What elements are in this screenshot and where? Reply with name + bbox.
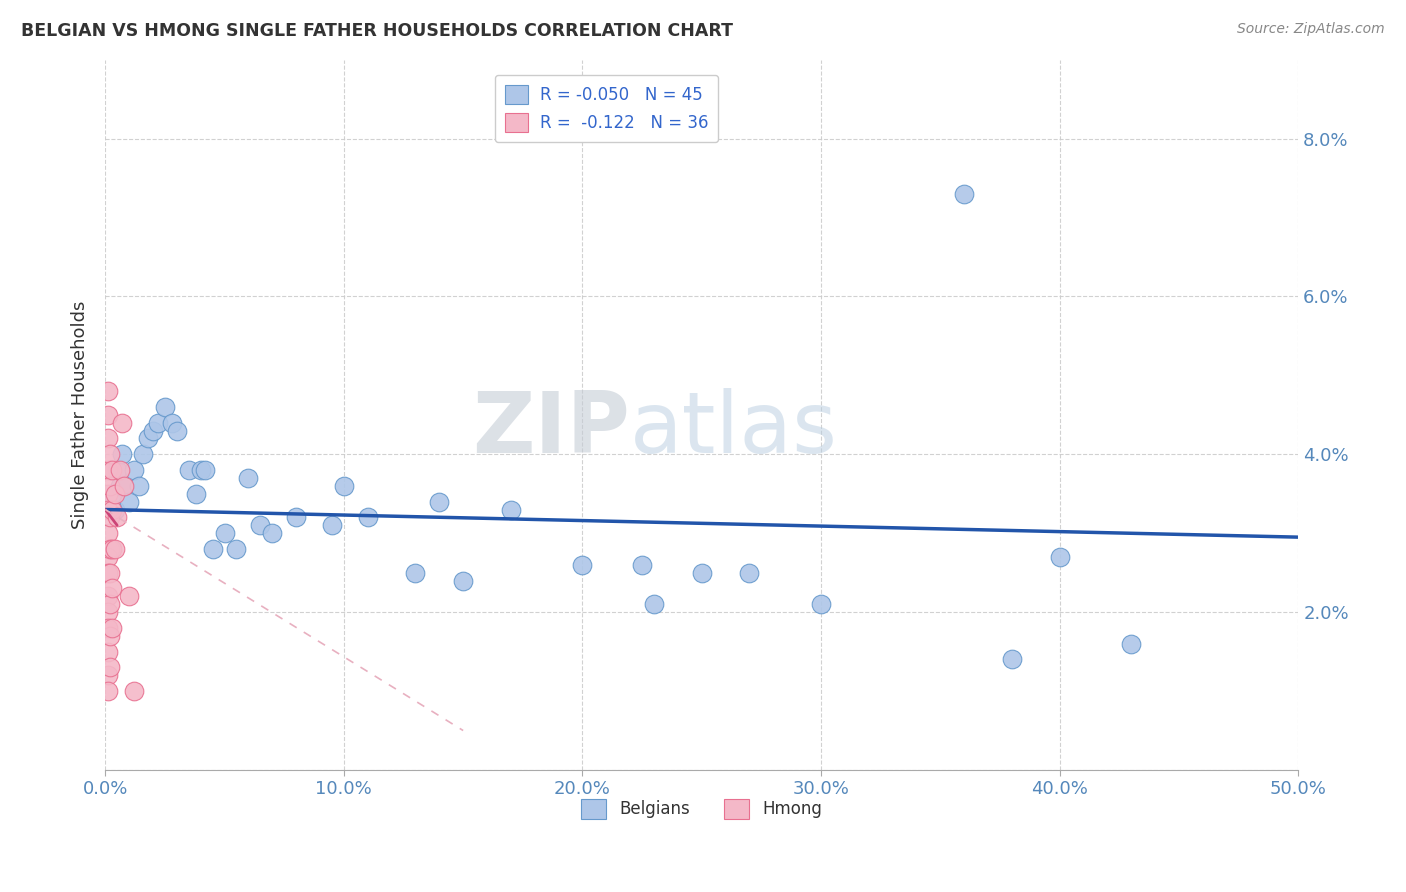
Point <box>101 463 124 477</box>
Point <box>142 424 165 438</box>
Point <box>631 558 654 572</box>
Point <box>128 479 150 493</box>
Point <box>97 566 120 580</box>
Point <box>953 186 976 201</box>
Point <box>122 463 145 477</box>
Point <box>190 463 212 477</box>
Point <box>98 629 121 643</box>
Point <box>122 684 145 698</box>
Point <box>97 684 120 698</box>
Point <box>105 510 128 524</box>
Point <box>333 479 356 493</box>
Point <box>285 510 308 524</box>
Point <box>97 605 120 619</box>
Point <box>98 597 121 611</box>
Point <box>97 432 120 446</box>
Point <box>1049 549 1071 564</box>
Point <box>104 502 127 516</box>
Point <box>177 463 200 477</box>
Y-axis label: Single Father Households: Single Father Households <box>72 301 89 529</box>
Point <box>97 644 120 658</box>
Point <box>118 494 141 508</box>
Point <box>404 566 426 580</box>
Point <box>98 447 121 461</box>
Legend: Belgians, Hmong: Belgians, Hmong <box>575 792 828 826</box>
Text: atlas: atlas <box>630 387 838 470</box>
Point <box>104 487 127 501</box>
Point <box>738 566 761 580</box>
Point <box>262 526 284 541</box>
Point <box>101 502 124 516</box>
Point <box>132 447 155 461</box>
Point <box>97 463 120 477</box>
Point <box>153 400 176 414</box>
Point <box>97 621 120 635</box>
Point <box>98 541 121 556</box>
Point <box>97 408 120 422</box>
Point <box>98 463 121 477</box>
Point <box>194 463 217 477</box>
Point <box>225 541 247 556</box>
Point <box>104 541 127 556</box>
Point <box>108 479 131 493</box>
Point <box>98 479 121 493</box>
Point <box>146 416 169 430</box>
Point <box>111 416 134 430</box>
Point <box>118 590 141 604</box>
Point <box>108 463 131 477</box>
Point <box>571 558 593 572</box>
Point <box>97 668 120 682</box>
Point <box>112 479 135 493</box>
Point <box>427 494 450 508</box>
Point <box>357 510 380 524</box>
Text: BELGIAN VS HMONG SINGLE FATHER HOUSEHOLDS CORRELATION CHART: BELGIAN VS HMONG SINGLE FATHER HOUSEHOLD… <box>21 22 733 40</box>
Point <box>101 541 124 556</box>
Point <box>136 432 159 446</box>
Point <box>97 384 120 398</box>
Point <box>201 541 224 556</box>
Text: ZIP: ZIP <box>472 387 630 470</box>
Point <box>98 660 121 674</box>
Point <box>643 597 665 611</box>
Point <box>499 502 522 516</box>
Point <box>97 526 120 541</box>
Point <box>1001 652 1024 666</box>
Point <box>105 463 128 477</box>
Point <box>101 487 124 501</box>
Point <box>1121 637 1143 651</box>
Point <box>238 471 260 485</box>
Point <box>97 590 120 604</box>
Point <box>321 518 343 533</box>
Text: Source: ZipAtlas.com: Source: ZipAtlas.com <box>1237 22 1385 37</box>
Point <box>451 574 474 588</box>
Point <box>214 526 236 541</box>
Point <box>810 597 832 611</box>
Point <box>101 621 124 635</box>
Point <box>166 424 188 438</box>
Point <box>98 510 121 524</box>
Point <box>112 479 135 493</box>
Point <box>690 566 713 580</box>
Point <box>97 487 120 501</box>
Point <box>97 502 120 516</box>
Point <box>101 582 124 596</box>
Point <box>98 566 121 580</box>
Point <box>160 416 183 430</box>
Point <box>97 549 120 564</box>
Point <box>249 518 271 533</box>
Point <box>111 447 134 461</box>
Point <box>184 487 207 501</box>
